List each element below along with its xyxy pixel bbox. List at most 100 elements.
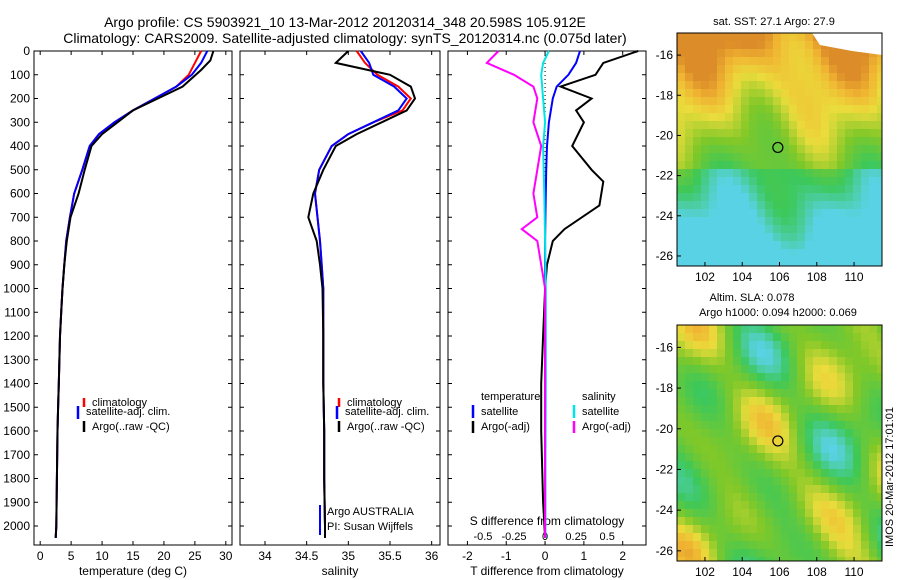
map-cell — [741, 533, 749, 541]
map-cell — [805, 477, 813, 485]
map-cell — [757, 201, 765, 209]
map-cell — [741, 153, 749, 161]
map-cell — [781, 41, 789, 49]
series-line-argo-raw-qc- — [54, 50, 215, 538]
map-cell — [829, 241, 837, 249]
map-cell — [797, 517, 805, 525]
map-cell — [797, 225, 805, 233]
map-cell — [677, 405, 685, 413]
map-cell — [725, 233, 733, 241]
map-cell — [805, 349, 813, 357]
map-cell — [829, 517, 837, 525]
map-cell — [733, 493, 741, 501]
map-cell — [781, 501, 789, 509]
map-cell — [749, 381, 757, 389]
map-cell — [837, 413, 845, 421]
map-cell — [701, 413, 709, 421]
map-cell — [789, 169, 797, 177]
map-cell — [685, 405, 693, 413]
map-cell — [765, 97, 773, 105]
map-cell — [869, 65, 877, 73]
map-cell — [877, 437, 882, 445]
map-cell — [741, 209, 749, 217]
map-cell — [765, 381, 773, 389]
map-cell — [765, 429, 773, 437]
map-cell — [733, 89, 741, 97]
map-cell — [717, 381, 725, 389]
map-cell — [701, 129, 709, 137]
map-cell — [789, 89, 797, 97]
map-cell — [733, 169, 741, 177]
map-cell — [749, 49, 757, 57]
map-cell — [773, 57, 781, 65]
map-cell — [741, 325, 749, 333]
map-cell — [733, 437, 741, 445]
map-cell — [829, 193, 837, 201]
map-cell — [845, 73, 853, 81]
map-cell — [765, 249, 773, 257]
map-cell — [693, 397, 701, 405]
map-cell — [725, 65, 733, 73]
map-cell — [845, 81, 853, 89]
map-cell — [781, 333, 789, 341]
map-cell — [717, 113, 725, 121]
map-cell — [749, 121, 757, 129]
map-cell — [829, 161, 837, 169]
map-cell — [861, 257, 869, 265]
map-cell — [845, 185, 853, 193]
map-cell — [685, 177, 693, 185]
map-cell — [765, 445, 773, 453]
map-cell — [813, 65, 821, 73]
map-cell — [797, 105, 805, 113]
map-cell — [757, 469, 765, 477]
map-cell — [757, 485, 765, 493]
map-cell — [725, 73, 733, 81]
map-cell — [773, 469, 781, 477]
map-cell — [741, 525, 749, 533]
map-cell — [733, 429, 741, 437]
map-cell — [685, 145, 693, 153]
map-y-tick-label: -16 — [656, 340, 674, 354]
map-cell — [805, 445, 813, 453]
map-cell — [741, 365, 749, 373]
map-cell — [781, 169, 789, 177]
map-cell — [765, 413, 773, 421]
map-cell — [861, 365, 869, 373]
map-cell — [717, 437, 725, 445]
map-cell — [845, 201, 853, 209]
map-cell — [821, 325, 829, 333]
map-cell — [797, 217, 805, 225]
map-cell — [765, 105, 773, 113]
map-cell — [757, 517, 765, 525]
map-cell — [861, 437, 869, 445]
map-cell — [717, 493, 725, 501]
map-cell — [741, 477, 749, 485]
map-cell — [797, 325, 805, 333]
map-cell — [861, 177, 869, 185]
map-cell — [781, 161, 789, 169]
map-cell — [837, 241, 845, 249]
map-cell — [701, 389, 709, 397]
map-cell — [725, 557, 733, 561]
map-cell — [773, 405, 781, 413]
map-cell — [789, 557, 797, 561]
map-cell — [685, 169, 693, 177]
y-tick-label: 1900 — [3, 495, 30, 509]
map-cell — [861, 509, 869, 517]
map-cell — [701, 477, 709, 485]
map-cell — [797, 485, 805, 493]
map-cell — [853, 209, 861, 217]
map-cell — [829, 233, 837, 241]
map-cell — [797, 201, 805, 209]
map-cell — [733, 557, 741, 561]
map-cell — [677, 137, 685, 145]
map-cell — [717, 153, 725, 161]
map-cell — [749, 161, 757, 169]
map-cell — [797, 421, 805, 429]
map-cell — [845, 541, 853, 549]
map-cell — [757, 97, 765, 105]
map-cell — [773, 357, 781, 365]
map-cell — [853, 81, 861, 89]
map-cell — [717, 397, 725, 405]
map-cell — [717, 217, 725, 225]
